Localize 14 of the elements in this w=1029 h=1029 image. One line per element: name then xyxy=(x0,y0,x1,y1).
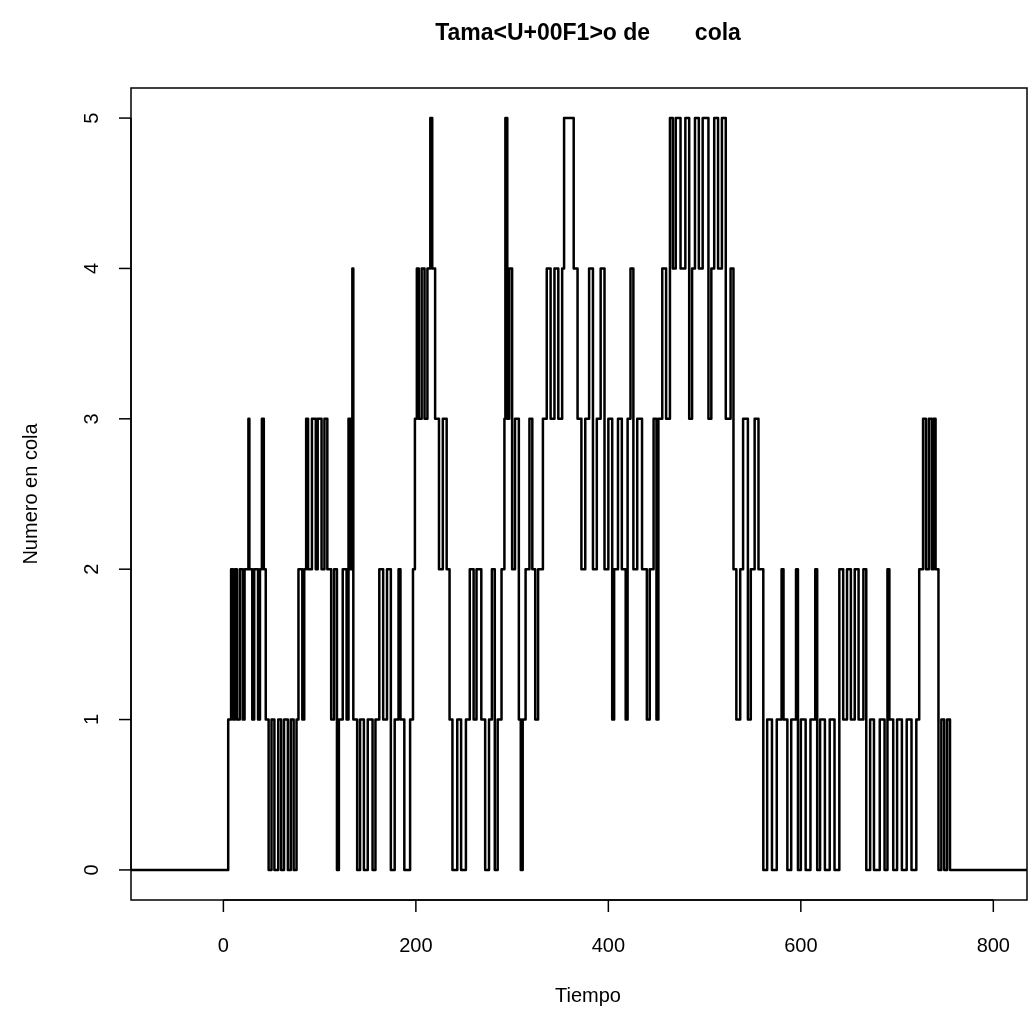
x-axis-title: Tiempo xyxy=(555,984,621,1006)
y-tick-label: 0 xyxy=(80,864,102,876)
y-axis-title: Numero en cola xyxy=(19,422,41,565)
chart-title: Tama<U+00F1>o de cola xyxy=(435,19,742,45)
y-tick-label: 1 xyxy=(80,713,102,726)
x-tick-label: 800 xyxy=(976,934,1010,956)
y-tick-label: 5 xyxy=(80,112,102,124)
x-tick-label: 0 xyxy=(217,934,229,956)
y-tick-label: 2 xyxy=(80,563,102,575)
x-tick-label: 200 xyxy=(399,934,433,956)
y-tick-label: 3 xyxy=(80,413,102,425)
x-tick-label: 400 xyxy=(591,934,626,956)
x-tick-label: 600 xyxy=(784,934,818,956)
y-tick-label: 4 xyxy=(80,262,102,275)
